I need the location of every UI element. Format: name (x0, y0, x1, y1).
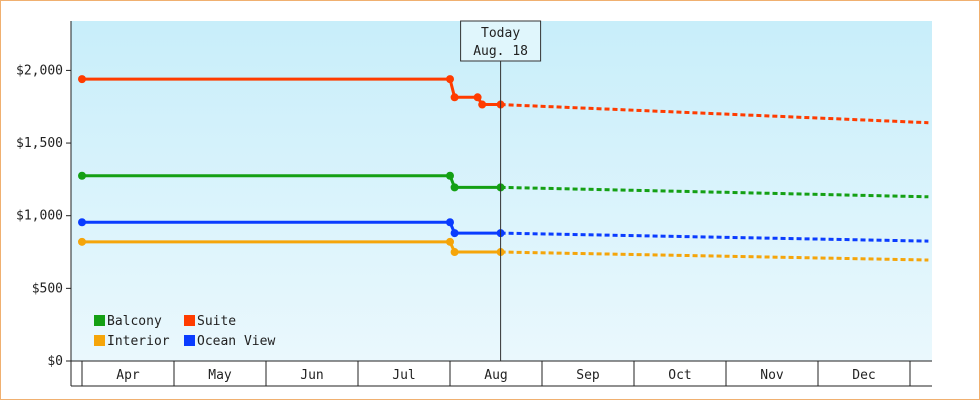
x-tick-label: Jun (300, 368, 323, 383)
data-point (446, 237, 454, 246)
data-point (78, 218, 86, 227)
forecast-line-suite (500, 103, 929, 125)
legend-swatch (94, 335, 105, 346)
legend-label: Ocean View (197, 334, 275, 349)
data-point (450, 93, 459, 102)
legend-label: Suite (197, 314, 236, 329)
legend-swatch (94, 315, 105, 326)
today-date: Aug. 18 (473, 44, 528, 59)
legend-swatch (184, 315, 195, 326)
x-tick-label: Dec (852, 368, 875, 383)
x-tick-label: May (208, 368, 232, 383)
legend-label: Interior (107, 334, 170, 349)
data-point (450, 248, 459, 257)
x-tick-label: Jul (392, 368, 415, 383)
data-point (473, 93, 482, 102)
data-point (446, 75, 454, 84)
data-point (78, 171, 86, 180)
data-point (78, 75, 86, 84)
data-point (446, 218, 454, 227)
forecast-line-ocean-view (500, 231, 929, 243)
today-marker-box (460, 20, 542, 62)
x-tick-label: Aug (484, 368, 507, 383)
data-point (78, 237, 86, 246)
y-tick-label: $0 (47, 354, 63, 369)
y-tick-label: $1,000 (16, 209, 63, 224)
data-point (450, 183, 459, 192)
x-tick-label: Oct (668, 368, 691, 383)
series-line-interior (82, 240, 501, 254)
forecast-line-interior (500, 250, 929, 262)
legend-swatch (184, 335, 195, 346)
x-tick-label: Apr (116, 368, 140, 383)
series-line-balcony (82, 174, 501, 189)
data-point (478, 100, 487, 109)
y-tick-label: $1,500 (16, 136, 63, 151)
data-point (450, 229, 459, 238)
series-line-ocean-view (82, 220, 501, 235)
today-label: Today (481, 26, 520, 41)
y-tick-label: $500 (32, 281, 63, 296)
x-tick-label: Sep (576, 368, 600, 383)
x-tick-label: Nov (760, 368, 784, 383)
forecast-line-balcony (500, 185, 929, 199)
data-point (446, 171, 454, 180)
legend-label: Balcony (107, 314, 162, 329)
y-tick-label: $2,000 (16, 63, 63, 78)
